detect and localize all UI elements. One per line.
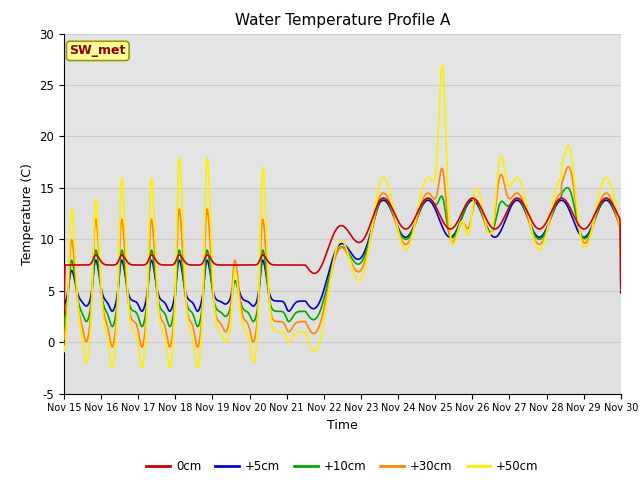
+5cm — [274, 298, 282, 304]
+30cm — [546, 217, 554, 223]
+30cm — [606, 194, 614, 200]
+5cm — [60, 323, 68, 329]
0cm — [124, 259, 131, 265]
+30cm — [138, 344, 146, 350]
0cm — [298, 262, 305, 268]
+50cm — [274, 329, 282, 335]
0cm — [157, 262, 164, 267]
+10cm — [606, 198, 614, 204]
Line: +50cm: +50cm — [64, 65, 621, 368]
+50cm — [617, 274, 625, 279]
0cm — [606, 197, 614, 203]
+30cm — [298, 319, 306, 324]
+30cm — [274, 319, 282, 324]
Line: 0cm: 0cm — [64, 198, 621, 314]
0cm — [60, 311, 68, 317]
+5cm — [124, 287, 131, 292]
+10cm — [617, 282, 625, 288]
+30cm — [157, 315, 164, 321]
+30cm — [60, 336, 68, 342]
+50cm — [547, 212, 554, 218]
+5cm — [298, 298, 305, 304]
Y-axis label: Temperature (C): Temperature (C) — [21, 163, 34, 264]
+10cm — [274, 309, 282, 314]
Line: +30cm: +30cm — [64, 167, 621, 347]
+10cm — [298, 309, 305, 314]
+10cm — [563, 185, 571, 191]
0cm — [617, 287, 625, 292]
Line: +10cm: +10cm — [64, 188, 621, 333]
+50cm — [438, 62, 446, 68]
+10cm — [124, 290, 131, 296]
Bar — [64, 34, 621, 188]
+10cm — [60, 330, 68, 336]
0cm — [546, 212, 554, 217]
+30cm — [564, 164, 572, 169]
0cm — [274, 262, 282, 268]
+5cm — [557, 197, 565, 203]
+5cm — [157, 296, 164, 302]
+50cm — [298, 329, 306, 335]
+10cm — [157, 306, 164, 312]
X-axis label: Time: Time — [327, 419, 358, 432]
Legend: 0cm, +5cm, +10cm, +30cm, +50cm: 0cm, +5cm, +10cm, +30cm, +50cm — [141, 455, 543, 478]
+30cm — [124, 290, 131, 296]
+50cm — [157, 323, 164, 328]
+50cm — [606, 180, 614, 186]
+50cm — [60, 344, 68, 350]
+5cm — [617, 290, 625, 296]
+10cm — [546, 218, 554, 224]
+5cm — [606, 200, 614, 206]
+50cm — [138, 365, 146, 371]
Text: SW_met: SW_met — [70, 44, 126, 58]
0cm — [380, 195, 387, 201]
Title: Water Temperature Profile A: Water Temperature Profile A — [235, 13, 450, 28]
+50cm — [124, 285, 131, 290]
+5cm — [546, 217, 554, 223]
+30cm — [617, 287, 625, 293]
Line: +5cm: +5cm — [64, 200, 621, 326]
